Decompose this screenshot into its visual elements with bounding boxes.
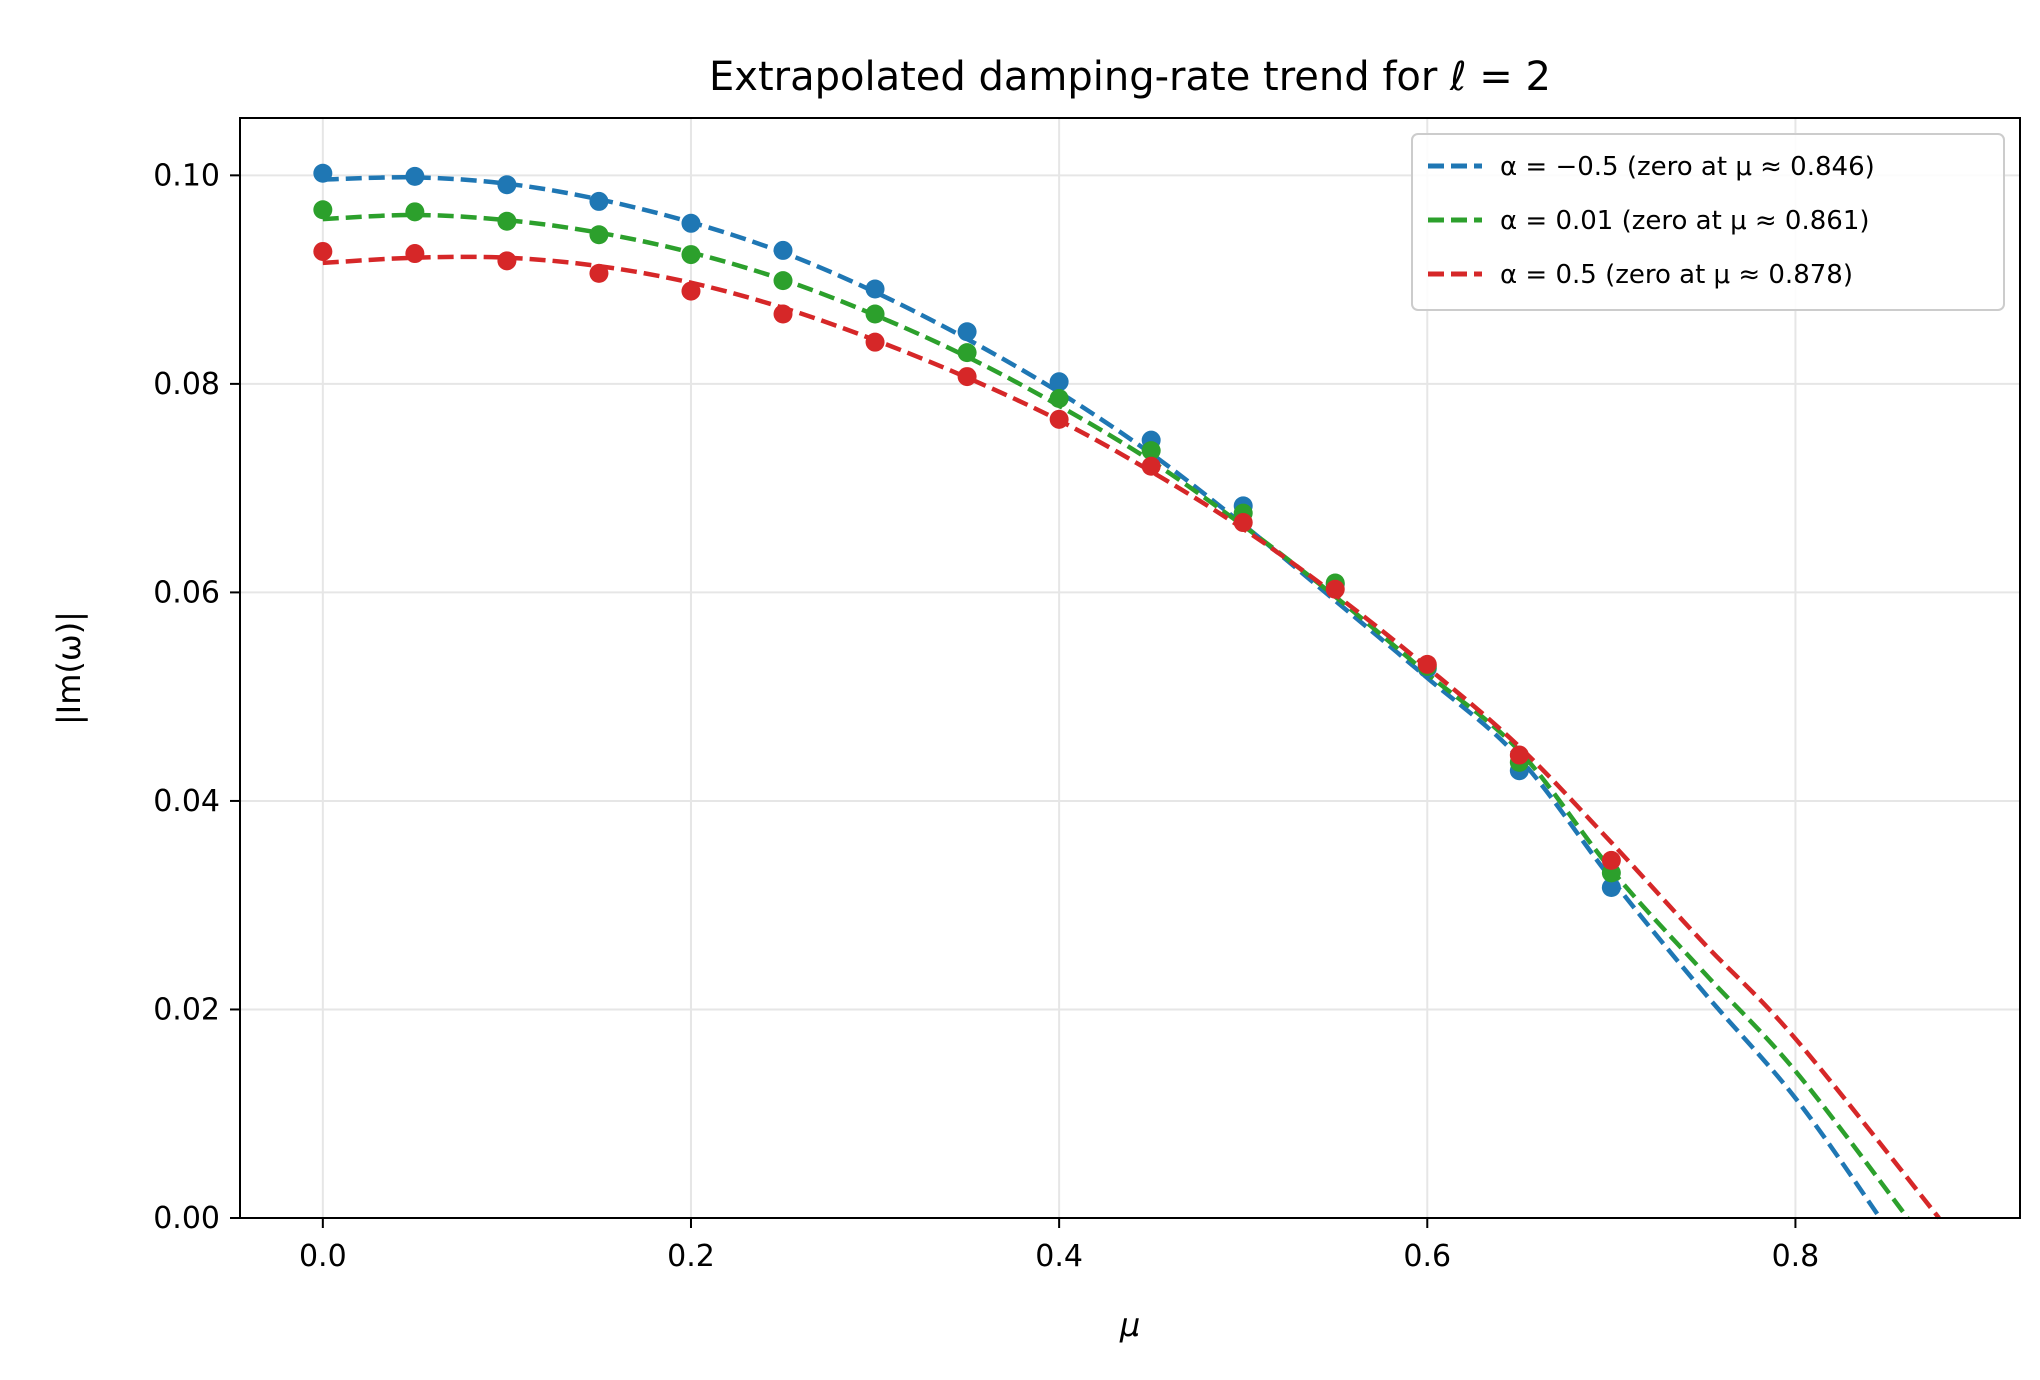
data-point-2 — [1141, 456, 1161, 476]
data-point-1 — [313, 200, 333, 220]
data-point-2 — [1509, 745, 1529, 765]
plot-frame — [239, 117, 2021, 1219]
y-tick-label: 0.08 — [153, 367, 220, 402]
chart-title: Extrapolated damping-rate trend for ℓ = … — [709, 54, 1551, 100]
data-point-1 — [589, 225, 609, 245]
ticks: 0.0 0.2 0.4 0.6 0.8 0.00 0.02 0.04 0.06 0.08 0.10 — [153, 158, 1819, 1274]
x-tick-label: 0.8 — [1772, 1239, 1820, 1274]
data-point-2 — [957, 367, 977, 387]
data-point-2 — [1049, 409, 1069, 429]
data-point-0 — [957, 322, 977, 342]
x-axis-label: μ — [1119, 1306, 1140, 1344]
y-tick-label: 0.10 — [153, 158, 220, 193]
data-point-0 — [405, 166, 425, 186]
y-axis-label: |Im(ω)| — [50, 611, 88, 725]
data-point-1 — [1141, 441, 1161, 461]
data-point-1 — [773, 271, 793, 291]
data-point-2 — [1417, 654, 1437, 674]
data-point-0 — [1601, 877, 1621, 897]
data-point-0 — [773, 240, 793, 260]
data-point-1 — [497, 211, 517, 231]
x-tick-label: 0.6 — [1403, 1239, 1451, 1274]
data-point-1 — [1049, 388, 1069, 408]
data-point-0 — [589, 191, 609, 211]
data-point-2 — [313, 241, 333, 261]
legend-label-green: α = 0.01 (zero at μ ≈ 0.861) — [1500, 206, 1870, 236]
data-point-0 — [1049, 372, 1069, 392]
data-point-1 — [957, 343, 977, 363]
y-tick-label: 0.04 — [153, 784, 220, 819]
legend-label-blue: α = −0.5 (zero at μ ≈ 0.846) — [1500, 152, 1875, 182]
data-point-2 — [681, 281, 701, 301]
data-point-2 — [865, 332, 885, 352]
legend-label-red: α = 0.5 (zero at μ ≈ 0.878) — [1500, 260, 1853, 290]
data-point-2 — [497, 251, 517, 271]
data-point-0 — [865, 279, 885, 299]
y-tick-label: 0.00 — [153, 1201, 220, 1236]
data-point-2 — [589, 263, 609, 283]
data-point-2 — [1325, 579, 1345, 599]
data-point-2 — [773, 304, 793, 324]
data-points — [313, 163, 1621, 897]
x-tick-label: 0.0 — [299, 1239, 347, 1274]
data-point-1 — [865, 304, 885, 324]
y-tick-label: 0.06 — [153, 575, 220, 610]
data-point-2 — [1601, 850, 1621, 870]
x-tick-label: 0.4 — [1035, 1239, 1083, 1274]
data-point-0 — [681, 213, 701, 233]
data-point-2 — [405, 244, 425, 264]
data-point-1 — [405, 202, 425, 222]
y-tick-label: 0.02 — [153, 992, 220, 1027]
data-point-2 — [1233, 513, 1253, 533]
legend: α = −0.5 (zero at μ ≈ 0.846) α = 0.01 (z… — [1411, 133, 2005, 311]
x-tick-label: 0.2 — [667, 1239, 715, 1274]
data-point-1 — [681, 245, 701, 265]
data-point-0 — [497, 175, 517, 195]
legend-box — [1411, 133, 2005, 311]
data-point-0 — [313, 163, 333, 183]
